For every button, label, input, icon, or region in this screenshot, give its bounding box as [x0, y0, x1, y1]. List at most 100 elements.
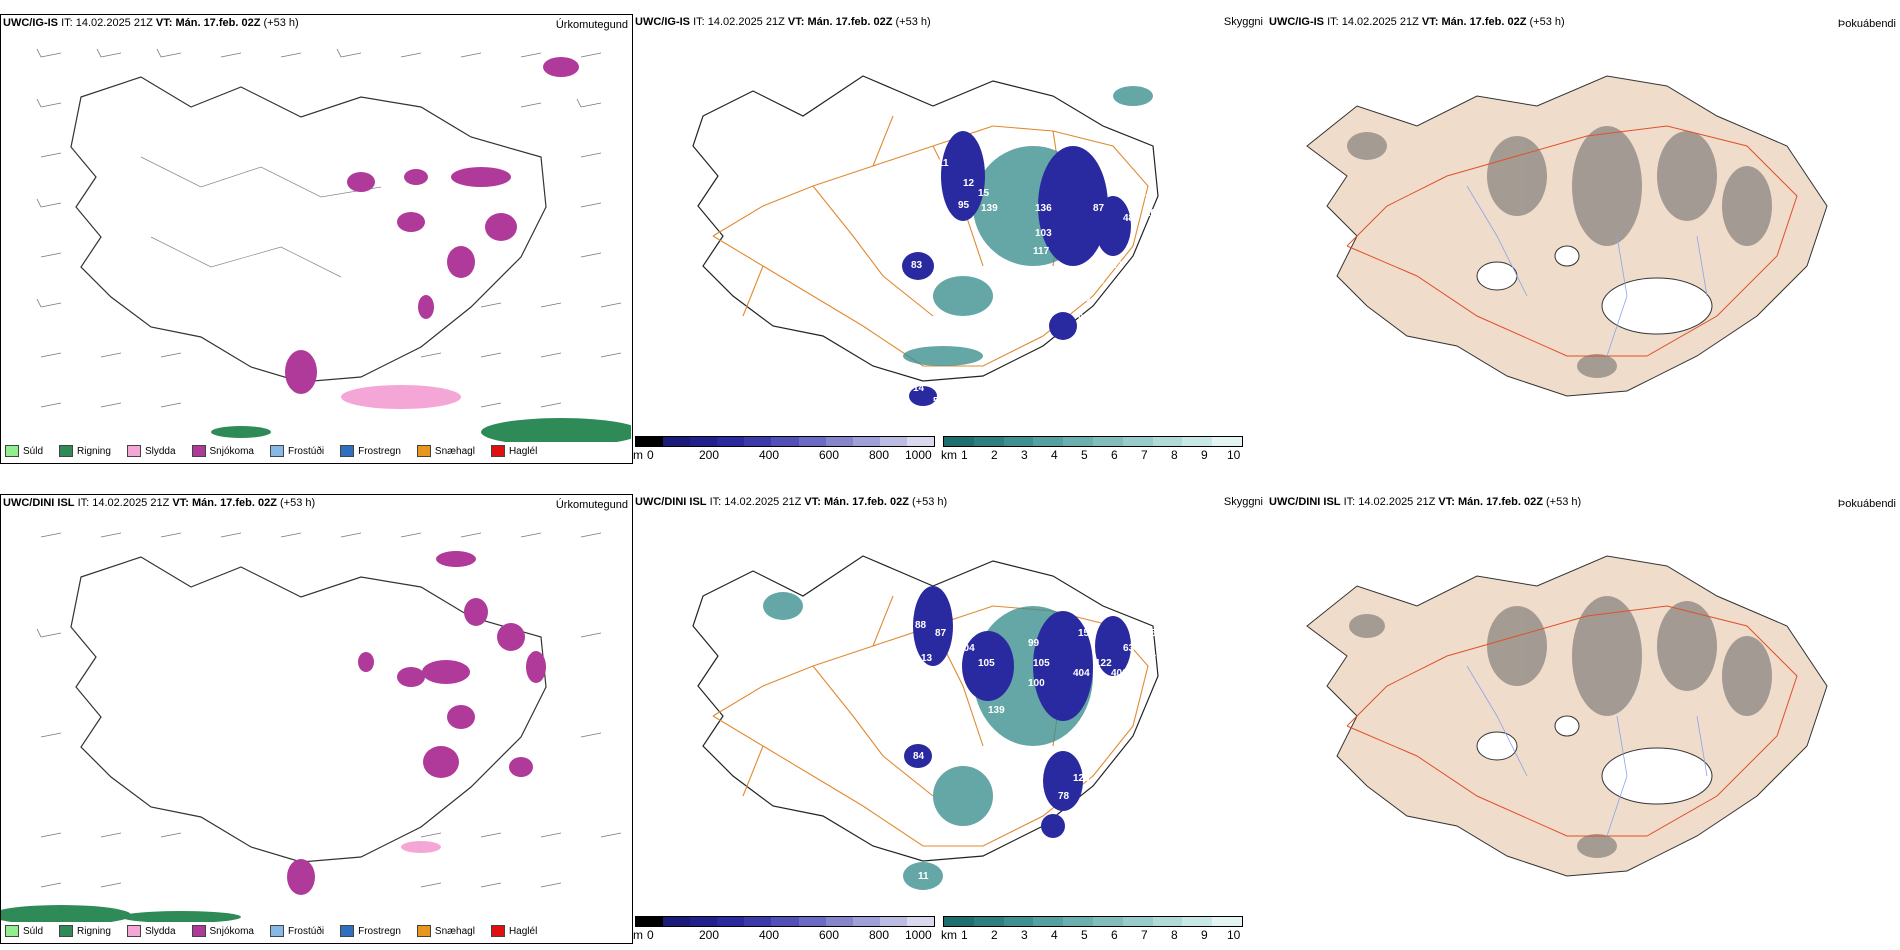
precip-panel-bottom: UWC/DINI ISL IT: 14.02.2025 21Z VT: Mán.… — [0, 494, 633, 944]
precip-panel-top: UWC/IG-IS IT: 14.02.2025 21Z VT: Mán. 17… — [0, 14, 633, 464]
ceiling-label: 118 — [961, 743, 978, 754]
tick: 5 — [1081, 928, 1088, 942]
vt-label: VT: — [155, 17, 173, 29]
legend-label: Snæhagl — [434, 925, 475, 937]
fog-shading — [1349, 596, 1772, 858]
legend-item: Snjókoma — [191, 925, 254, 937]
legend-item: Snæhagl — [416, 445, 475, 457]
unit: km — [941, 928, 957, 942]
precip-sleet — [401, 841, 441, 853]
ceiling-colorbar-ticks: m 0 200 400 600 800 1000 — [633, 928, 935, 942]
ceiling-colorbar: m 0 200 400 600 800 1000 — [633, 916, 935, 942]
tick: 7 — [1141, 928, 1148, 942]
vt-label: VT: — [804, 496, 821, 508]
legend-item: Slydda — [126, 925, 176, 937]
road-network — [1346, 605, 1798, 837]
ceiling-label: 129 — [1078, 608, 1095, 619]
model-name: UWC/DINI ISL — [635, 496, 707, 508]
model-name: UWC/DINI ISL — [3, 497, 75, 509]
ceiling-label: 15 — [978, 188, 990, 199]
tick: 200 — [699, 928, 720, 942]
it-value: 14.02.2025 21Z — [724, 496, 802, 508]
legend-label: Frostúði — [287, 445, 325, 457]
legend-item: Frostúði — [269, 925, 324, 937]
fog-map — [1306, 75, 1828, 397]
legend-label: Snæhagl — [434, 445, 475, 457]
legend-swatch — [5, 445, 19, 457]
ceiling-label: 87 — [1093, 203, 1105, 214]
ceiling-label: 80 — [1081, 741, 1093, 752]
it-value: 14.02.2025 21Z — [1358, 496, 1436, 508]
panel-header: UWC/IG-IS IT: 14.02.2025 21Z VT: Mán. 17… — [3, 17, 626, 33]
ceiling-label: 78 — [1058, 791, 1070, 802]
tick: 1 — [961, 448, 968, 462]
ceiling-label: 117 — [1033, 246, 1050, 257]
panel-header: UWC/IG-IS IT: 14.02.2025 21Z VT: Mán. 17… — [1269, 16, 1894, 32]
ceiling-label: 35 — [1145, 628, 1157, 639]
tick: 600 — [819, 448, 840, 462]
ceiling-labels: 88 87 13 104 105 99 105 100 139 84 118 8… — [913, 608, 1157, 882]
glaciers — [1476, 245, 1713, 335]
tick: 1000 — [905, 928, 932, 942]
legend-item: Rigning — [59, 445, 111, 457]
vt-label: VT: — [1421, 16, 1439, 28]
legend-label: Rigning — [77, 445, 111, 457]
tick: 800 — [869, 928, 890, 942]
ceiling-label: 13 — [1111, 260, 1123, 271]
unit: m — [633, 928, 643, 942]
ceiling-label: 41 — [1145, 648, 1157, 659]
ceiling-label: 26 — [1145, 208, 1157, 219]
tick: 3 — [1021, 928, 1028, 942]
tick: 9 — [1201, 448, 1208, 462]
ceiling-label: 122 — [1095, 658, 1112, 669]
legend-label: Súld — [23, 925, 44, 937]
precip-rain — [211, 418, 631, 442]
legend-label: Snjókoma — [209, 925, 254, 937]
legend-item: Haglél — [490, 925, 537, 937]
precip-rain — [1, 905, 241, 922]
low-ceiling — [902, 131, 1131, 406]
legend-swatch — [191, 445, 206, 457]
ceiling-label: 84 — [913, 751, 925, 762]
ceiling-label: 98 — [1093, 276, 1105, 287]
vt-value: Mán. 17.feb. 02Z — [191, 497, 277, 509]
tick: 800 — [869, 448, 890, 462]
tick: 10 — [1227, 928, 1241, 942]
legend-label: Frostregn — [358, 925, 401, 937]
fog-map — [1306, 555, 1828, 877]
legend-label: Slydda — [144, 925, 176, 937]
legend-swatch — [59, 925, 74, 937]
legend-item: Slydda — [126, 445, 176, 457]
ceiling-label: 62 — [1063, 350, 1075, 361]
legend-label: Súld — [23, 445, 44, 457]
tick: 4 — [1051, 448, 1058, 462]
legend-swatch — [5, 925, 19, 937]
vt-label: VT: — [1438, 496, 1455, 508]
legend-swatch — [126, 445, 141, 457]
glaciers — [1476, 715, 1713, 805]
vt-label: VT: — [172, 497, 189, 509]
legend-label: Frostregn — [358, 445, 401, 457]
ceiling-label: 63 — [1123, 643, 1135, 654]
tick: 400 — [759, 928, 780, 942]
legend-swatch — [269, 925, 284, 937]
panel-title: Úrkomutegund — [555, 19, 628, 31]
rivers — [1466, 185, 1708, 357]
ceiling-label: 128 — [1018, 274, 1035, 285]
ceiling-label: 105 — [978, 658, 995, 669]
precip-map — [1, 532, 622, 922]
visibility-panel-bottom: UWC/DINI ISL IT: 14.02.2025 21Z VT: Mán.… — [633, 494, 1267, 944]
lead-time: (+53 h) — [280, 497, 316, 509]
visibility-colorbar-ticks: km 1 2 3 4 5 6 7 8 9 10 — [941, 928, 1243, 942]
ceiling-label: 139 — [988, 705, 1005, 716]
legend-item: Haglél — [490, 445, 537, 457]
ceiling-label: 30 — [1145, 193, 1157, 204]
tick: 0 — [647, 448, 654, 462]
legend-swatch — [490, 445, 505, 457]
tick: 400 — [759, 448, 780, 462]
panel-title: Úrkomutegund — [555, 499, 628, 511]
precip-legend: Súld Rigning Slydda Snjókoma Frostúði Fr… — [5, 445, 537, 457]
tick: 200 — [699, 448, 720, 462]
it-label: IT: — [1327, 16, 1339, 28]
tick: 3 — [1021, 448, 1028, 462]
